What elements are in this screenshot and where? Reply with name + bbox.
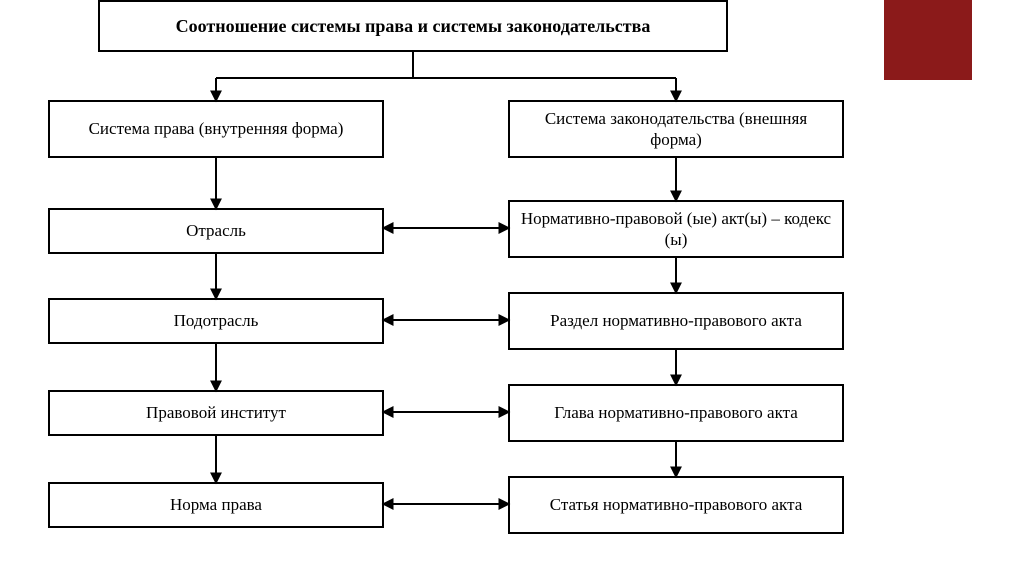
node-L3: Правовой институт (48, 390, 384, 436)
node-label: Правовой институт (146, 402, 286, 423)
node-label: Глава нормативно-правового акта (554, 402, 798, 423)
node-label: Отрасль (186, 220, 246, 241)
node-label: Система права (внутренняя форма) (89, 118, 344, 139)
node-label: Раздел нормативно-правового акта (550, 310, 802, 331)
node-label: Нормативно-правовой (ые) акт(ы) – кодекс… (518, 208, 834, 251)
node-R3: Глава нормативно-правового акта (508, 384, 844, 442)
accent-block (884, 0, 972, 80)
title-box: Соотношение системы права и системы зако… (98, 0, 728, 52)
title-text: Соотношение системы права и системы зако… (176, 15, 651, 38)
node-L4: Норма права (48, 482, 384, 528)
node-L2: Подотрасль (48, 298, 384, 344)
node-label: Подотрасль (174, 310, 259, 331)
node-R0: Система законодательства (внешняя форма) (508, 100, 844, 158)
node-label: Норма права (170, 494, 262, 515)
node-label: Статья нормативно-правового акта (550, 494, 803, 515)
node-L1: Отрасль (48, 208, 384, 254)
node-label: Система законодательства (внешняя форма) (518, 108, 834, 151)
node-R2: Раздел нормативно-правового акта (508, 292, 844, 350)
node-R1: Нормативно-правовой (ые) акт(ы) – кодекс… (508, 200, 844, 258)
node-R4: Статья нормативно-правового акта (508, 476, 844, 534)
node-L0: Система права (внутренняя форма) (48, 100, 384, 158)
